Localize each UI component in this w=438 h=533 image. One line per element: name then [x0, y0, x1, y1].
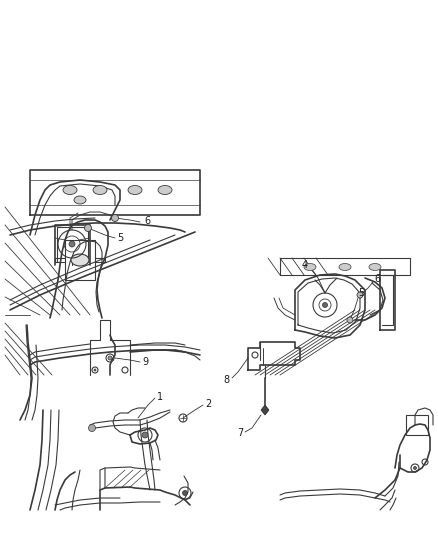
Text: 6: 6	[373, 274, 379, 284]
Circle shape	[94, 369, 96, 371]
Ellipse shape	[303, 263, 315, 271]
Circle shape	[111, 214, 118, 222]
Circle shape	[182, 490, 187, 496]
Ellipse shape	[338, 263, 350, 271]
Circle shape	[346, 317, 352, 323]
Ellipse shape	[93, 185, 107, 195]
Text: 9: 9	[141, 357, 148, 367]
Text: 5: 5	[357, 288, 363, 298]
Bar	[405, 415, 427, 435]
Circle shape	[356, 292, 362, 298]
Text: 7: 7	[237, 428, 243, 438]
Ellipse shape	[158, 185, 172, 195]
Ellipse shape	[71, 254, 89, 266]
Text: 6: 6	[144, 216, 150, 226]
Ellipse shape	[63, 185, 77, 195]
Text: 1: 1	[156, 392, 162, 402]
Polygon shape	[261, 405, 268, 415]
Circle shape	[413, 466, 416, 470]
Ellipse shape	[368, 263, 380, 271]
Ellipse shape	[128, 185, 141, 195]
Circle shape	[322, 303, 327, 308]
Text: 2: 2	[205, 399, 211, 409]
Ellipse shape	[74, 196, 86, 204]
Text: 8: 8	[223, 375, 229, 385]
Circle shape	[108, 356, 112, 360]
Circle shape	[141, 432, 148, 438]
Circle shape	[84, 224, 91, 231]
Circle shape	[69, 241, 75, 247]
Circle shape	[88, 424, 95, 432]
Text: 5: 5	[117, 233, 123, 243]
Text: 4: 4	[301, 260, 307, 270]
